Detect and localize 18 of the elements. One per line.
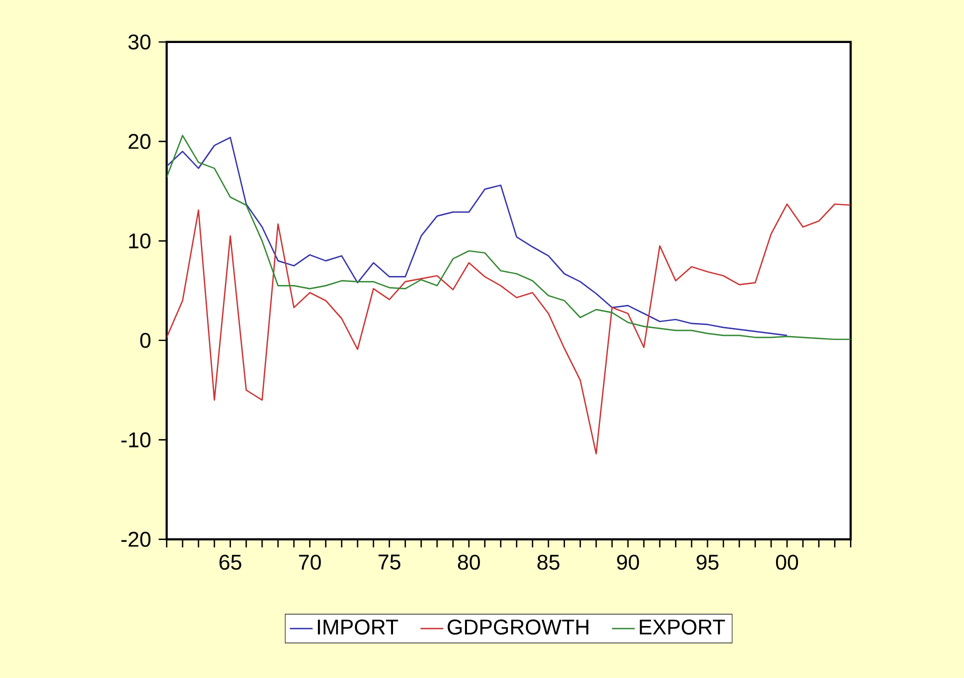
x-tick-label: 00 xyxy=(776,554,798,570)
y-tick-label: 30 xyxy=(128,34,150,50)
x-tick-label: 80 xyxy=(458,554,480,570)
x-tick-label: 90 xyxy=(617,554,639,570)
y-tick-label: 20 xyxy=(128,134,150,150)
x-tick-label: 75 xyxy=(378,554,400,570)
x-tick-label: 95 xyxy=(696,554,718,570)
legend-label: IMPORT xyxy=(318,620,398,635)
x-tick-label: 85 xyxy=(537,554,560,570)
legend-label: GDPGROWTH xyxy=(448,620,588,635)
x-tick-label: 70 xyxy=(299,554,321,570)
x-tick-label: 65 xyxy=(220,554,242,570)
line-series xyxy=(166,203,851,454)
legend-label: EXPORT xyxy=(640,620,725,635)
y-tick-label: -10 xyxy=(121,432,150,448)
y-tick-label: 10 xyxy=(129,233,150,248)
y-tick-label: 0 xyxy=(140,332,150,348)
y-tick-label: -20 xyxy=(121,532,150,547)
